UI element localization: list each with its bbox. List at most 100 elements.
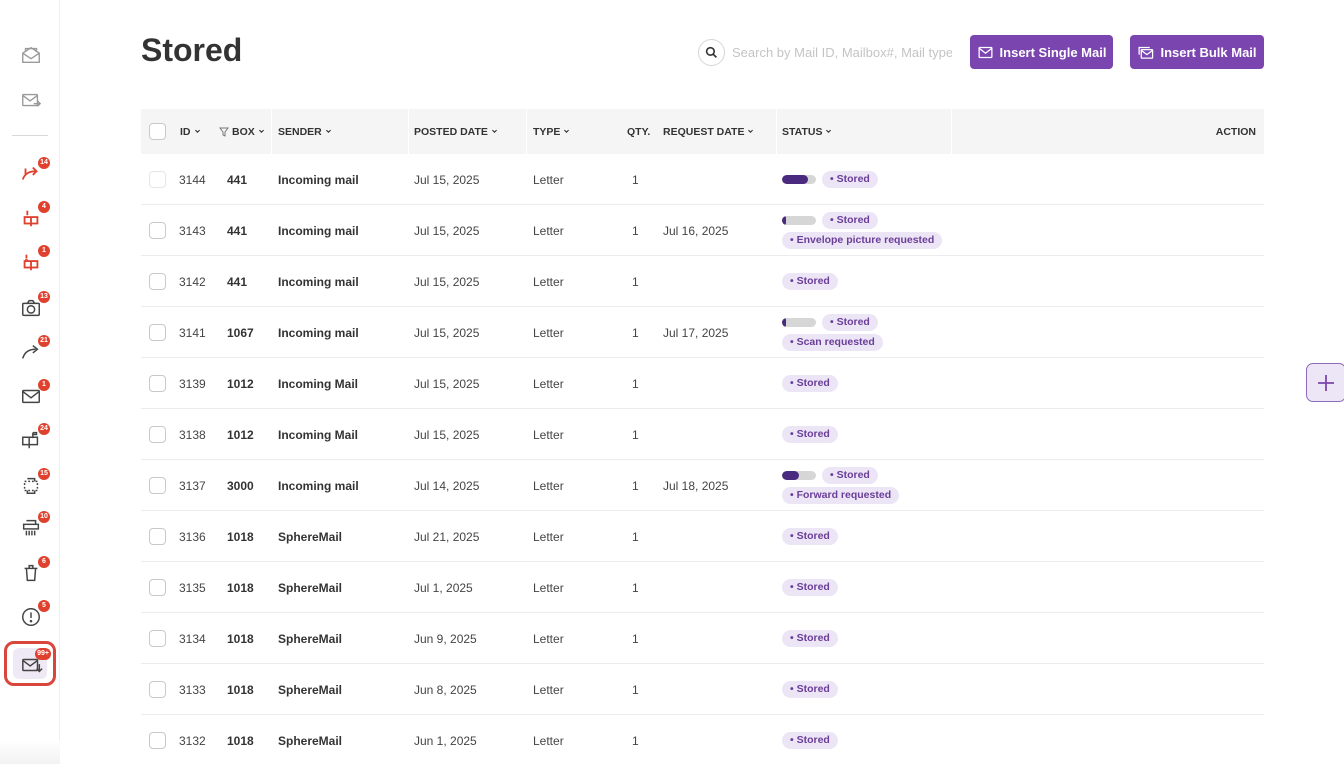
row-request-date: Jul 17, 2025 [663, 325, 729, 340]
row-checkbox[interactable] [149, 426, 166, 443]
status-badge: • Stored [782, 630, 838, 647]
table-row[interactable]: 3138 1012 Incoming Mail Jul 15, 2025 Letter 1… [141, 409, 1264, 460]
status-badge: • Stored [822, 467, 878, 484]
table-row[interactable]: 3133 1018 SphereMail Jun 8, 2025 Letter 1 • St… [141, 664, 1264, 715]
row-box: 1018 [227, 631, 254, 646]
status-line: • Stored [782, 579, 838, 596]
chevron-down-icon [748, 129, 754, 133]
row-checkbox[interactable] [149, 732, 166, 749]
status-badge: • Forward requested [782, 487, 900, 504]
table-row[interactable]: 3136 1018 SphereMail Jul 21, 2025 Letter 1 • S… [141, 511, 1264, 562]
row-type: Letter [533, 223, 564, 238]
sidebar-item-mailbox[interactable]: 24 [18, 423, 50, 453]
row-checkbox[interactable] [149, 477, 166, 494]
search-button[interactable] [698, 38, 725, 66]
sidebar-item-mail[interactable] [18, 42, 44, 68]
row-checkbox[interactable] [149, 630, 166, 647]
sidebar-item-urgent-mailbox[interactable]: 4 [18, 201, 50, 231]
table-row[interactable]: 3143 441 Incoming mail Jul 15, 2025 Letter 1 J… [141, 205, 1264, 256]
row-posted-date: Jul 14, 2025 [414, 478, 480, 493]
status-badge-text: Stored [836, 173, 870, 185]
table-row[interactable]: 3132 1018 SphereMail Jun 1, 2025 Letter 1 • St… [141, 715, 1264, 764]
column-box[interactable]: BOX [219, 109, 265, 154]
row-checkbox[interactable] [149, 273, 166, 290]
status-badge-text: Stored [796, 581, 830, 593]
trash-icon [24, 564, 38, 582]
row-checkbox[interactable] [149, 222, 166, 239]
row-qty: 1 [632, 325, 639, 340]
column-separator [271, 109, 272, 154]
row-checkbox[interactable] [149, 171, 166, 188]
table-row[interactable]: 3135 1018 SphereMail Jul 1, 2025 Letter 1 • St… [141, 562, 1264, 613]
row-checkbox[interactable] [149, 375, 166, 392]
status-badge-text: Stored [796, 632, 830, 644]
status-badge: • Stored [822, 171, 878, 188]
column-sender[interactable]: SENDER [278, 109, 332, 154]
scan-icon [23, 477, 39, 494]
row-checkbox[interactable] [149, 324, 166, 341]
column-sender-label: SENDER [278, 125, 322, 138]
status-line: • Stored [782, 171, 878, 188]
sidebar-item-scan[interactable]: 15 [18, 468, 50, 498]
status-line: • Stored [782, 528, 838, 545]
sidebar-item-envelope[interactable]: 1 [18, 379, 50, 409]
row-box: 1018 [227, 682, 254, 697]
row-id: 3139 [179, 376, 206, 391]
row-posted-date: Jul 15, 2025 [414, 427, 480, 442]
table-row[interactable]: 3134 1018 SphereMail Jun 9, 2025 Letter 1 • St… [141, 613, 1264, 664]
row-box: 1018 [227, 529, 254, 544]
table-row[interactable]: 3139 1012 Incoming Mail Jul 15, 2025 Letter 1… [141, 358, 1264, 409]
table-row[interactable]: 3141 1067 Incoming mail Jul 15, 2025 Letter 1… [141, 307, 1264, 358]
row-id: 3133 [179, 682, 206, 697]
sidebar-item-forwarded[interactable]: 21 [18, 335, 50, 365]
row-type: Letter [533, 580, 564, 595]
row-type: Letter [533, 325, 564, 340]
status-badge: • Envelope picture requested [782, 232, 943, 249]
row-checkbox[interactable] [149, 528, 166, 545]
sidebar-item-stored[interactable]: 99+ [4, 641, 56, 686]
row-checkbox[interactable] [149, 579, 166, 596]
row-sender: Incoming mail [278, 325, 359, 340]
alert-mailbox-icon [23, 254, 39, 271]
warning-icon [22, 608, 40, 626]
status-line: • Forward requested [782, 487, 900, 504]
add-button[interactable] [1306, 363, 1344, 402]
sidebar-item-photo[interactable]: 13 [18, 291, 50, 321]
sidebar-item-trash[interactable]: 6 [18, 556, 50, 586]
sidebar-item-warning[interactable]: 5 [18, 600, 50, 630]
column-action-label: ACTION [1215, 125, 1256, 138]
table-row[interactable]: 3137 3000 Incoming mail Jul 14, 2025 Letter 1… [141, 460, 1264, 511]
envelope-icon [22, 389, 40, 404]
column-type[interactable]: TYPE [533, 109, 570, 154]
search-bar [698, 38, 958, 66]
row-id: 3138 [179, 427, 206, 442]
column-request-date[interactable]: REQUEST DATE [663, 109, 754, 154]
column-status[interactable]: STATUS [782, 109, 832, 154]
sidebar-item-forward[interactable] [18, 87, 44, 113]
progress-fill [782, 318, 787, 327]
status-badge-text: Stored [796, 377, 830, 389]
progress-fill [782, 175, 808, 184]
table-row[interactable]: 3142 441 Incoming mail Jul 15, 2025 Letter 1 •… [141, 256, 1264, 307]
row-sender: Incoming Mail [278, 376, 359, 391]
row-qty: 1 [632, 478, 639, 493]
sidebar-item-urgent-forward[interactable]: 14 [18, 157, 50, 187]
row-qty: 1 [632, 376, 639, 391]
select-all-checkbox[interactable] [149, 123, 166, 140]
chevron-down-icon [826, 129, 832, 133]
row-box: 441 [227, 172, 248, 187]
search-input[interactable] [732, 44, 952, 60]
progress-bar [782, 318, 816, 327]
row-checkbox[interactable] [149, 681, 166, 698]
insert-single-mail-button[interactable]: Insert Single Mail [970, 35, 1113, 69]
row-status: • Stored [782, 664, 838, 715]
table-body: 3144 441 Incoming mail Jul 15, 2025 Letter 1 •… [141, 154, 1264, 764]
status-line: • Stored [782, 467, 899, 484]
status-line: • Scan requested [782, 334, 883, 351]
column-posted-date[interactable]: POSTED DATE [414, 109, 498, 154]
sidebar-item-shred[interactable]: 10 [18, 511, 50, 541]
insert-bulk-mail-button[interactable]: Insert Bulk Mail [1130, 35, 1264, 69]
table-row[interactable]: 3144 441 Incoming mail Jul 15, 2025 Letter 1 •… [141, 154, 1264, 205]
column-id[interactable]: ID [180, 109, 201, 154]
sidebar-item-alert-mailbox[interactable]: 1 [18, 245, 50, 275]
